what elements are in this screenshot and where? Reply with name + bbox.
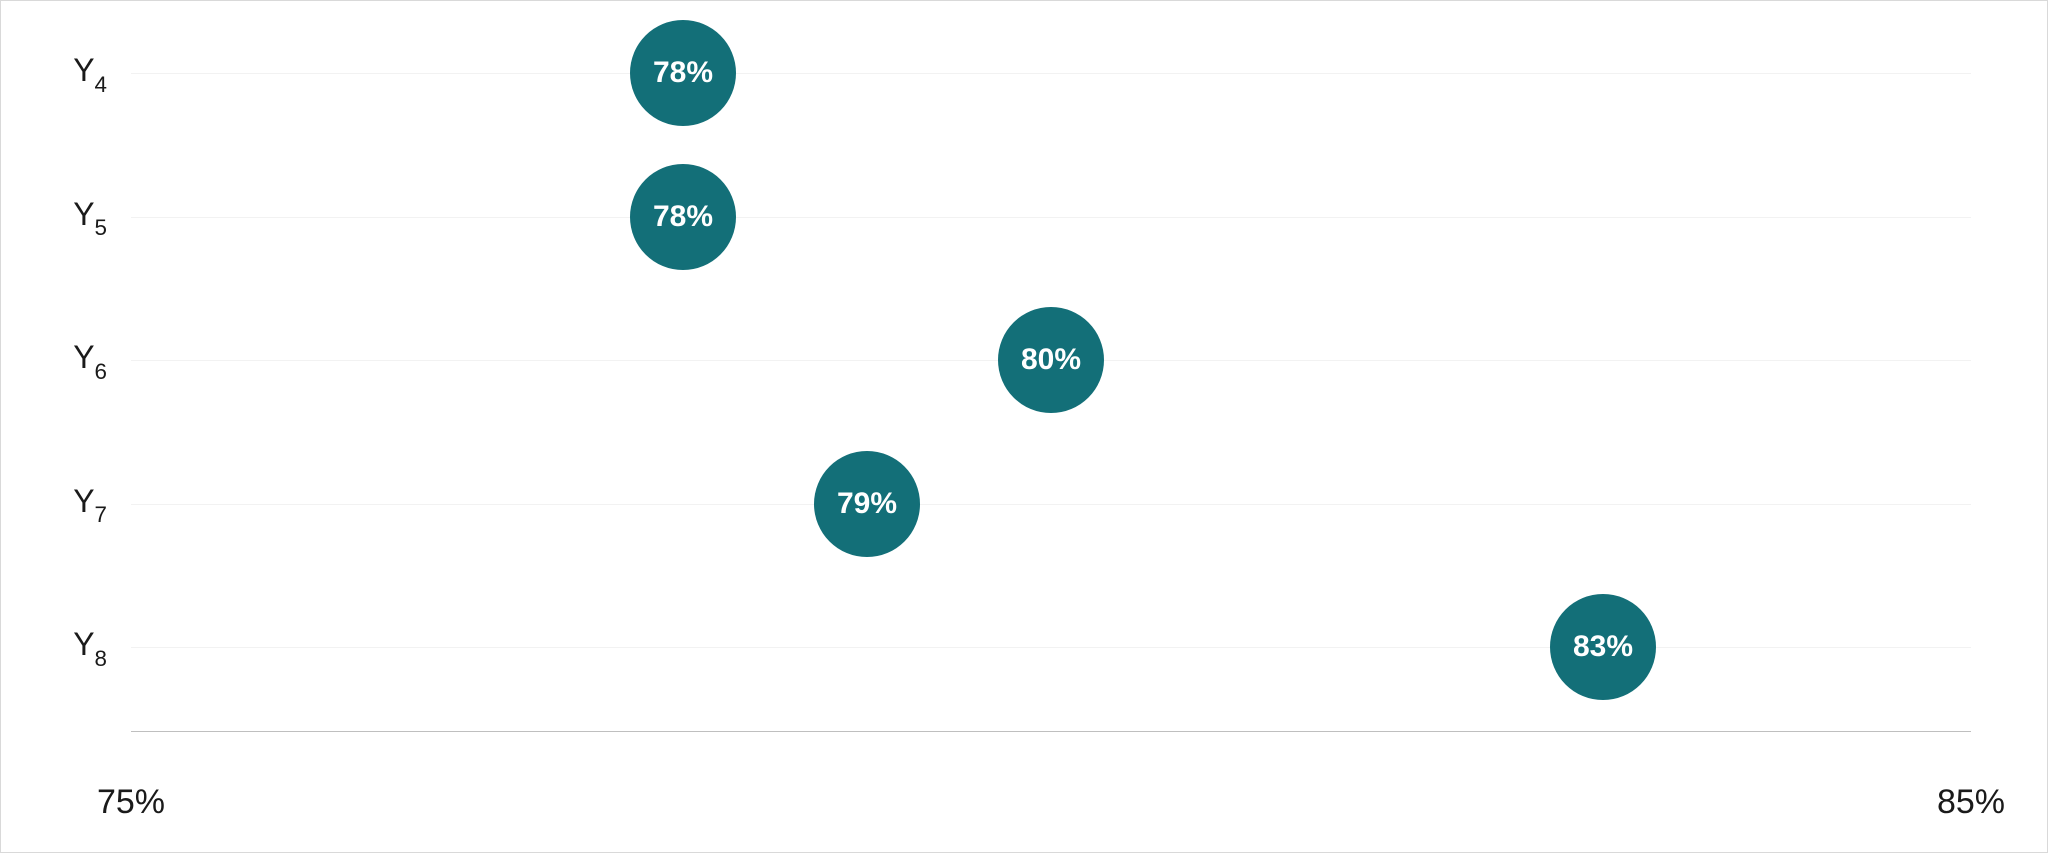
chart-frame: Y4 Y5 Y6 Y7 Y8 75% 85% 78% 78% 80% 79% 83%	[0, 0, 2048, 853]
data-bubble-label: 79%	[837, 487, 897, 521]
y-tick-label: Y5	[73, 195, 107, 237]
gridline	[131, 217, 1971, 218]
data-bubble: 78%	[630, 20, 736, 126]
gridline	[131, 647, 1971, 648]
x-tick-label: 85%	[1937, 783, 2005, 822]
data-bubble-label: 80%	[1021, 343, 1081, 377]
y-tick-label: Y4	[73, 52, 107, 94]
data-bubble-label: 83%	[1573, 630, 1633, 664]
y-tick-label: Y6	[73, 339, 107, 381]
gridline	[131, 504, 1971, 505]
y-tick-label: Y7	[73, 482, 107, 524]
y-tick-label: Y8	[73, 626, 107, 668]
data-bubble: 80%	[998, 307, 1104, 413]
data-bubble-label: 78%	[653, 56, 713, 90]
x-tick-label: 75%	[97, 783, 165, 822]
data-bubble: 79%	[814, 451, 920, 557]
gridline	[131, 73, 1971, 74]
data-bubble: 83%	[1550, 594, 1656, 700]
data-bubble-label: 78%	[653, 200, 713, 234]
x-axis-line	[131, 731, 1971, 732]
data-bubble: 78%	[630, 164, 736, 270]
plot-area: Y4Y5Y6Y7Y875%85%78%78%80%79%83%	[131, 31, 1971, 731]
